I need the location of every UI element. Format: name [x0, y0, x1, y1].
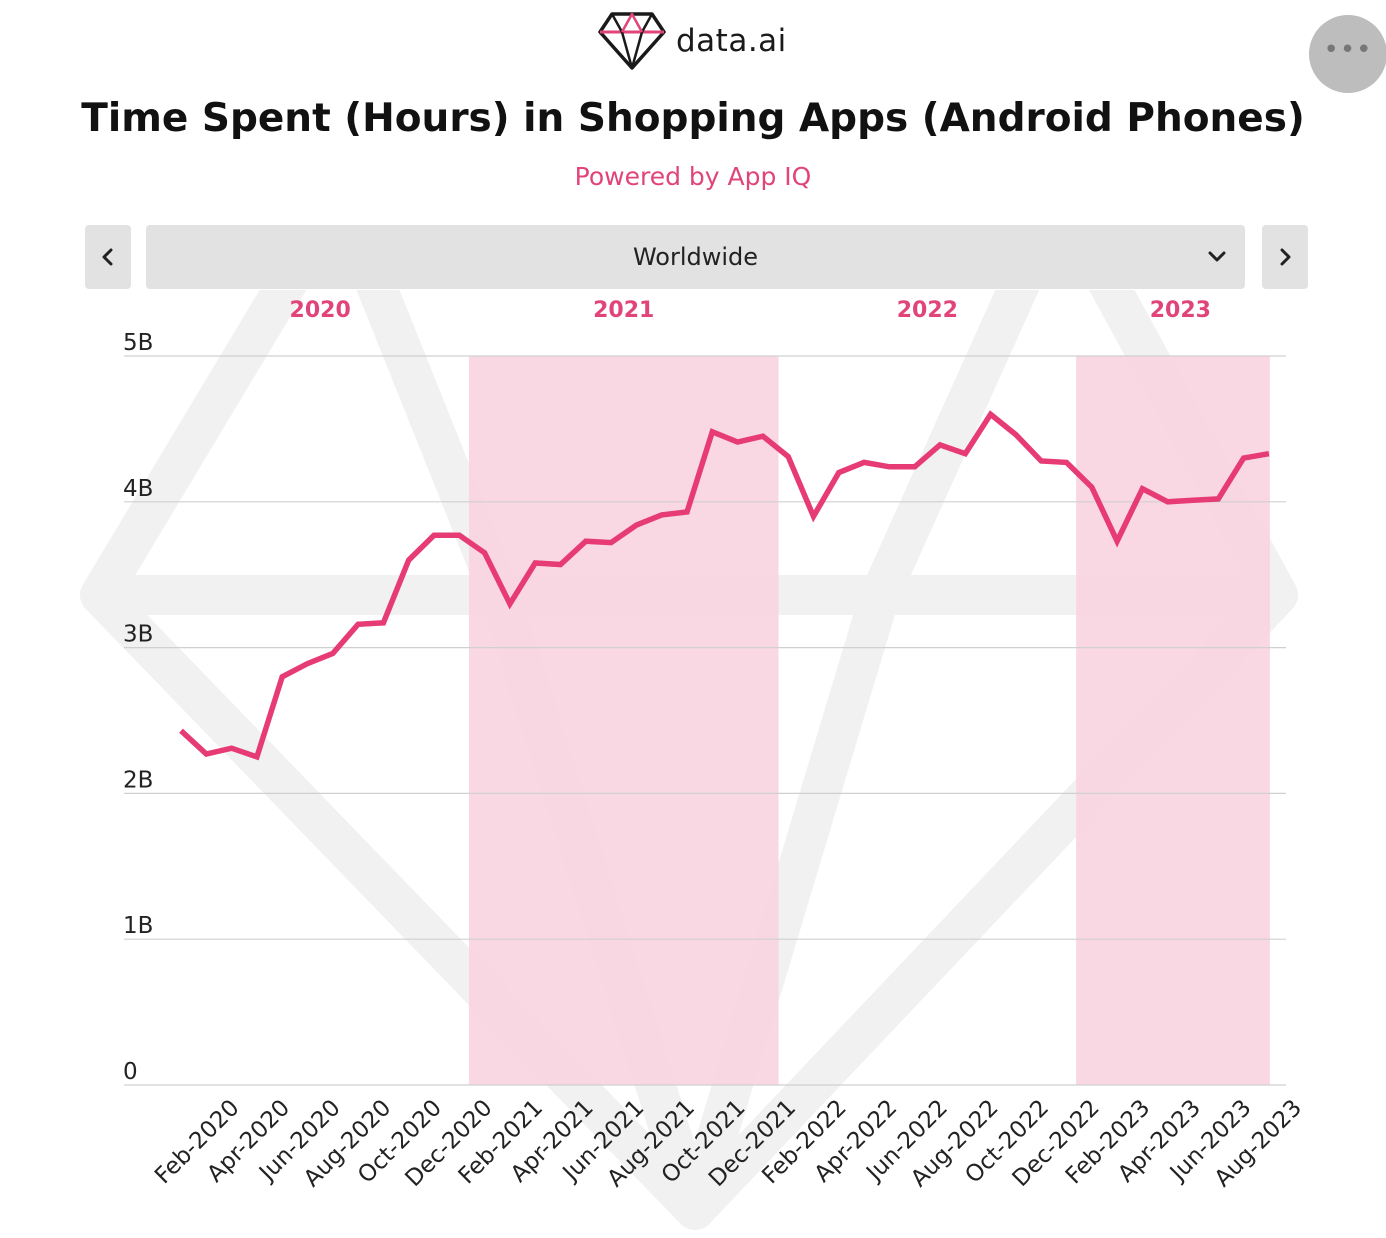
- data-point: [1215, 496, 1221, 502]
- next-region-button[interactable]: [1262, 225, 1308, 289]
- year-band-2021: [468, 356, 779, 1085]
- data-point: [305, 661, 311, 667]
- data-point: [507, 601, 513, 607]
- data-point: [583, 538, 589, 544]
- data-point: [962, 451, 968, 457]
- data-point: [709, 429, 715, 435]
- data-point: [811, 513, 817, 519]
- year-label: 2020: [290, 298, 351, 323]
- chevron-right-icon: [1280, 248, 1291, 266]
- data-point: [937, 442, 943, 448]
- year-band-2023: [1076, 356, 1270, 1085]
- data-point: [1165, 499, 1171, 505]
- data-point: [1064, 459, 1070, 465]
- y-tick-label: 1B: [123, 913, 153, 939]
- data-point: [861, 459, 867, 465]
- data-point: [633, 522, 639, 528]
- year-label: 2023: [1150, 298, 1211, 323]
- diamond-icon: [598, 12, 666, 70]
- data-point: [1038, 458, 1044, 464]
- data-point: [1013, 432, 1019, 438]
- data-point: [178, 728, 184, 734]
- data-point: [785, 454, 791, 460]
- chevron-down-icon: [1208, 251, 1226, 262]
- data-point: [431, 532, 437, 538]
- y-tick-label: 5B: [123, 330, 153, 356]
- y-tick-label: 0: [123, 1059, 138, 1085]
- previous-region-button[interactable]: [85, 225, 131, 289]
- more-dots-icon: •••: [1323, 35, 1373, 65]
- data-point: [482, 550, 488, 556]
- data-point: [760, 433, 766, 439]
- data-point: [735, 439, 741, 445]
- data-point: [912, 464, 918, 470]
- data-point: [836, 470, 842, 476]
- data-point: [1089, 484, 1095, 490]
- data-point: [1190, 497, 1196, 503]
- brand-name: data.ai: [676, 23, 787, 59]
- y-tick-label: 3B: [123, 622, 153, 648]
- data-point: [203, 751, 209, 757]
- series-line: [179, 410, 1270, 761]
- data-point: [608, 540, 614, 546]
- y-tick-label: 4B: [123, 476, 153, 502]
- data-point: [229, 745, 235, 751]
- data-point: [1266, 451, 1272, 457]
- chart-subtitle: Powered by App IQ: [574, 162, 812, 191]
- watermark-facets: [356, 290, 1040, 1230]
- data-point: [1114, 538, 1120, 544]
- data-point: [406, 557, 412, 563]
- more-options-button[interactable]: •••: [1309, 15, 1386, 93]
- data-point: [659, 512, 665, 518]
- region-dropdown-value: Worldwide: [632, 243, 759, 271]
- data-point: [988, 411, 994, 417]
- data-point: [886, 464, 892, 470]
- y-tick-label: 2B: [123, 767, 153, 793]
- data-point: [456, 532, 462, 538]
- year-label: 2021: [593, 298, 654, 323]
- year-label: 2022: [897, 298, 958, 323]
- chart-title: Time Spent (Hours) in Shopping Apps (And…: [81, 96, 1305, 141]
- data-point: [1139, 486, 1145, 492]
- data-point: [380, 620, 386, 626]
- brand-logo: data.ai: [598, 10, 787, 72]
- data-point: [684, 509, 690, 515]
- data-point: [355, 621, 361, 627]
- data-point: [330, 650, 336, 656]
- watermark-outline: [80, 290, 1298, 1230]
- data-point: [1241, 455, 1247, 461]
- data-point: [532, 560, 538, 566]
- data-point: [254, 754, 260, 760]
- data-point: [279, 674, 285, 680]
- region-dropdown[interactable]: Worldwide: [146, 225, 1245, 289]
- chevron-left-icon: [102, 248, 113, 266]
- data-point: [558, 561, 564, 567]
